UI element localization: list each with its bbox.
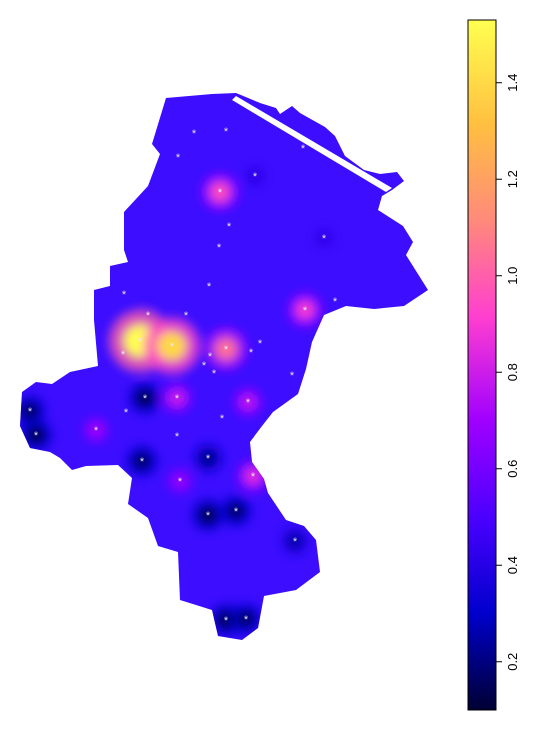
- hotspot-core: [172, 473, 188, 489]
- station-marker: *: [176, 152, 181, 164]
- station-marker: *: [253, 171, 258, 183]
- station-marker: *: [206, 510, 211, 522]
- station-marker: *: [303, 305, 308, 317]
- hotspot-core: [209, 181, 231, 203]
- lake-streak: [232, 96, 392, 192]
- hotspot-core: [217, 611, 235, 629]
- station-marker: *: [218, 187, 223, 199]
- station-marker: *: [124, 407, 129, 419]
- station-marker: *: [122, 289, 127, 301]
- legend-tick-label: 0.4: [505, 556, 520, 574]
- hotspot-core: [295, 300, 315, 320]
- station-marker: *: [138, 336, 143, 348]
- legend-tick-label: 0.2: [505, 653, 520, 671]
- station-marker: *: [178, 476, 183, 488]
- hotspot-core: [287, 533, 303, 549]
- station-marker: *: [207, 281, 212, 293]
- station-marker: *: [121, 349, 126, 361]
- station-marker: *: [206, 453, 211, 465]
- station-layer: * * * * * * * * * * * * * * * * * * * * * * * * * * * * * * * * * * * * * * * *…: [28, 126, 338, 627]
- station-marker: *: [146, 310, 151, 322]
- station-marker: *: [202, 360, 207, 372]
- hotspot-core: [249, 170, 261, 182]
- station-marker: *: [290, 370, 295, 382]
- station-marker: *: [293, 536, 298, 548]
- station-marker: *: [251, 471, 256, 483]
- station-marker: *: [301, 143, 306, 155]
- station-marker: *: [333, 296, 338, 308]
- station-marker: *: [184, 310, 189, 322]
- station-marker: *: [94, 425, 99, 437]
- station-marker: *: [224, 126, 229, 138]
- hotspot-core: [21, 402, 39, 420]
- hotspot-core: [318, 232, 330, 244]
- station-marker: *: [208, 351, 213, 363]
- hotspot-core: [244, 467, 262, 485]
- legend-tick-label: 1.0: [505, 267, 520, 285]
- legend-tick-label: 0.6: [505, 460, 520, 478]
- hotspot-core: [239, 393, 257, 411]
- hotspot-core: [156, 330, 188, 362]
- station-marker: *: [246, 397, 251, 409]
- station-marker: *: [143, 393, 148, 405]
- hotspot-core: [214, 337, 238, 361]
- legend-ticks: 0.2 0.4 0.6 0.8 1.0 1.2 1.4: [496, 74, 520, 671]
- station-marker: *: [192, 128, 197, 140]
- station-marker: *: [170, 341, 175, 353]
- hotspot-layer: [20, 165, 335, 637]
- region: [20, 93, 428, 640]
- station-marker: *: [258, 338, 263, 350]
- station-marker: *: [175, 431, 180, 443]
- hotspot-core: [133, 452, 151, 470]
- hotspot-core: [227, 502, 245, 520]
- hotspot-core: [200, 450, 216, 466]
- hotspot-core: [237, 610, 255, 628]
- station-marker: *: [234, 506, 239, 518]
- legend-tick-label: 0.8: [505, 363, 520, 381]
- station-marker: *: [224, 344, 229, 356]
- station-marker: *: [220, 413, 225, 425]
- legend-tick-label: 1.4: [505, 74, 520, 92]
- station-marker: *: [322, 233, 327, 245]
- station-marker: *: [227, 221, 232, 233]
- station-marker: *: [244, 614, 249, 626]
- hotspot-core: [199, 506, 217, 524]
- station-marker: *: [140, 456, 145, 468]
- station-marker: *: [28, 406, 33, 418]
- legend-color-bar: [467, 19, 497, 711]
- hotspot-core: [168, 389, 186, 407]
- hotspot-core: [27, 426, 45, 444]
- legend-tick-label: 1.2: [505, 170, 520, 188]
- station-marker: *: [175, 393, 180, 405]
- hotspot-core: [88, 422, 104, 438]
- station-marker: *: [217, 242, 222, 254]
- color-legend: 0.2 0.4 0.6 0.8 1.0 1.2 1.4: [467, 19, 520, 711]
- station-marker: *: [212, 368, 217, 380]
- hotspot-core: [136, 389, 154, 407]
- station-marker: *: [224, 615, 229, 627]
- station-marker: *: [249, 347, 254, 359]
- station-marker: *: [34, 430, 39, 442]
